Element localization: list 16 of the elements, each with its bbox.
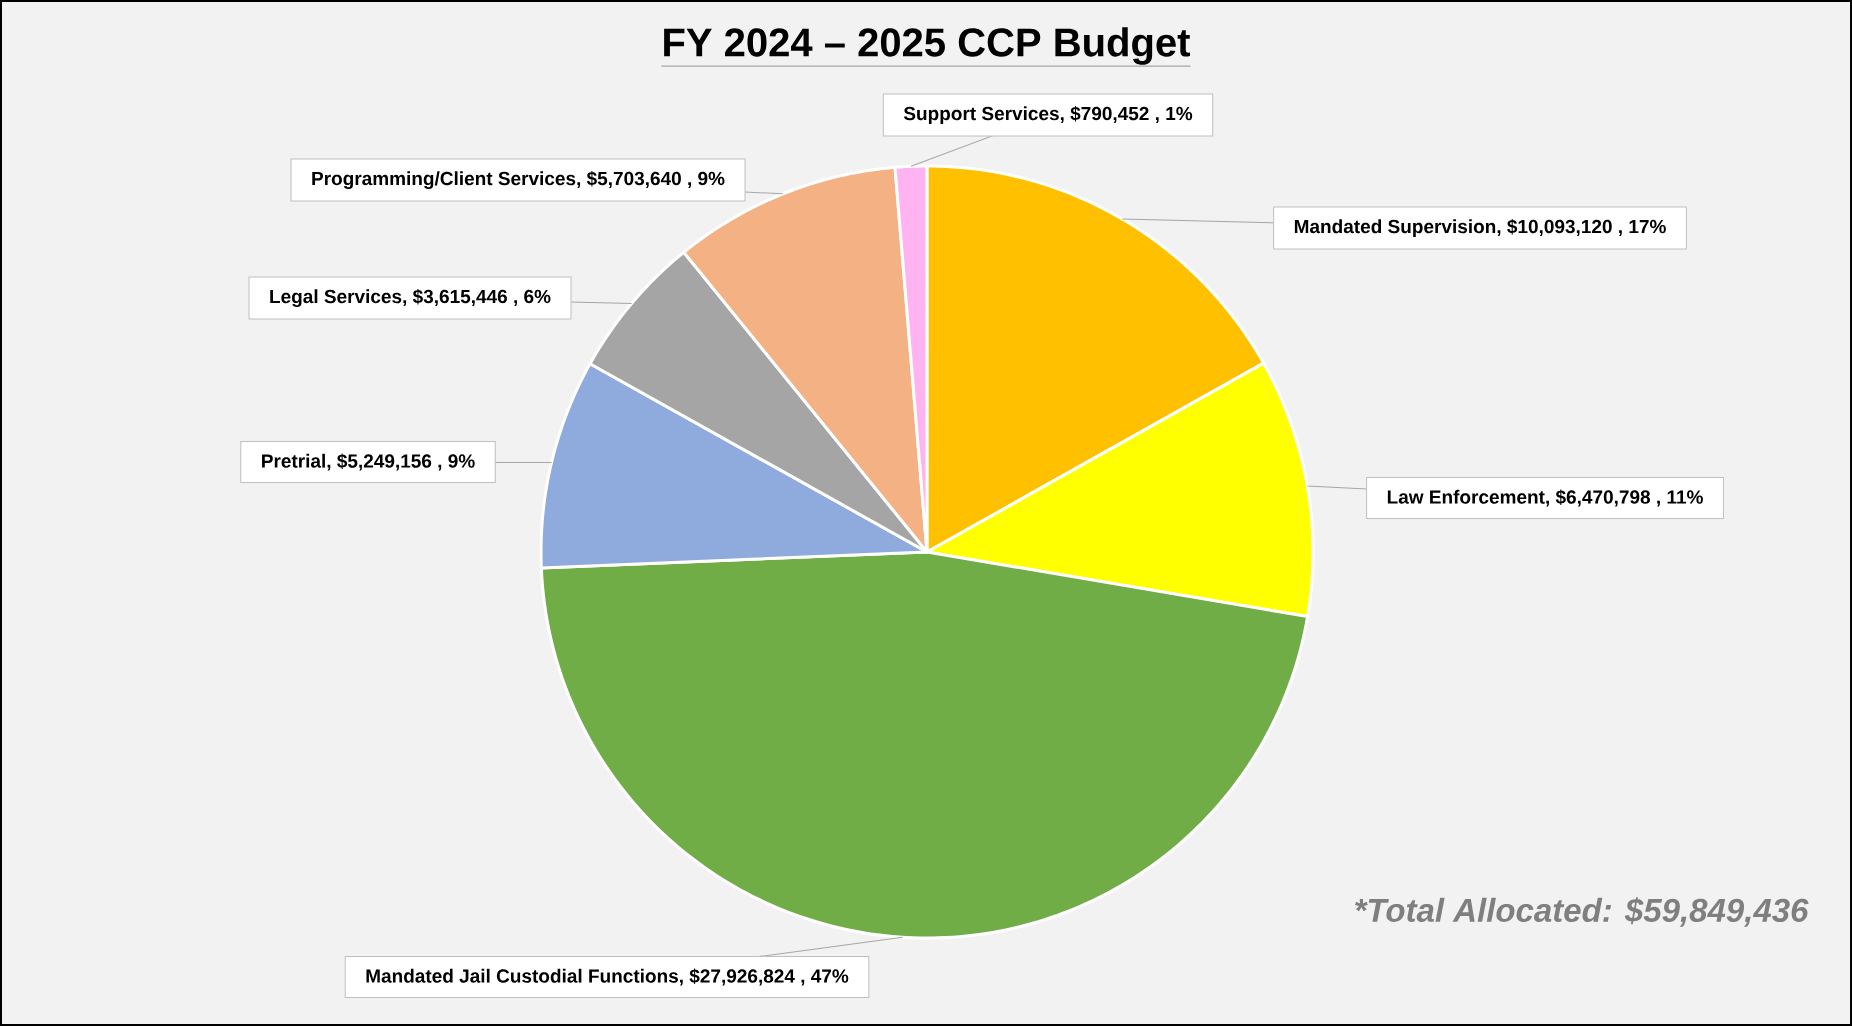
data-label: , $10,093,120 , 17% <box>1497 218 1666 236</box>
slice-label: Pretrial <box>262 453 325 468</box>
data-label: , $5,249,156 , 9% <box>327 453 475 471</box>
slice-label: Legal Services <box>270 289 402 308</box>
slice-label: Support Services <box>903 106 1059 125</box>
text: *Total Allocated: $59,849,436 <box>1355 897 1809 927</box>
data-label: , $5,703,640 , 9% <box>577 170 725 188</box>
data-label: , $6,470,798 , 11% <box>1546 489 1703 507</box>
data-label: , $3,615,446 , 6% <box>403 288 551 306</box>
data-label: , $27,926,824 , 47% <box>680 968 849 986</box>
chart-title: FY 2024 – 2025 CCP Budget <box>664 27 1191 65</box>
data-label: , $790,452 , 1% <box>1060 105 1193 123</box>
slice-label: Mandated Jail Custodial Functions <box>366 968 678 983</box>
slice-label: Mandated Supervision <box>1294 219 1496 238</box>
slice-label: Law Enforcement <box>1387 489 1545 504</box>
slice-label: Programming/Client Services <box>312 171 576 190</box>
